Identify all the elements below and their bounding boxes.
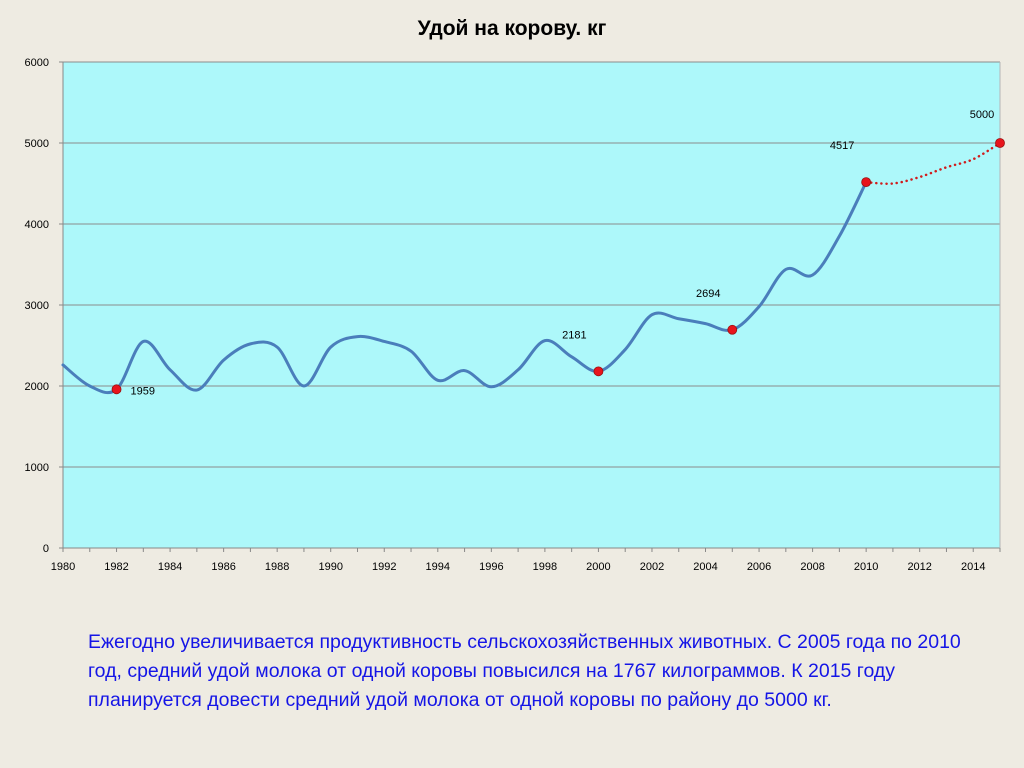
data-label: 5000	[970, 109, 994, 121]
data-point-marker	[593, 366, 604, 377]
x-tick-label: 1982	[104, 561, 128, 573]
x-tick-label: 2010	[854, 561, 878, 573]
y-tick-label: 4000	[25, 219, 49, 231]
grid-lines	[63, 61, 1000, 468]
axes: 0 1000 2000 3000 4000 5000 6000 1980 1982 1984 198…	[25, 57, 1001, 573]
y-tick-label: 3000	[25, 300, 49, 312]
data-point-marker	[861, 177, 872, 188]
x-tick-label: 1994	[426, 561, 450, 573]
y-tick-label: 0	[43, 543, 49, 555]
x-tick-label: 2002	[640, 561, 664, 573]
data-point-marker	[727, 324, 738, 335]
forecast-line	[864, 141, 1002, 185]
data-point-marker	[111, 384, 122, 395]
x-tick-label: 2014	[961, 561, 985, 573]
data-point-marker	[995, 138, 1005, 148]
x-tick-label: 1988	[265, 561, 289, 573]
x-tick-label: 1998	[533, 561, 557, 573]
data-label: 1959	[131, 385, 155, 397]
x-tick-label: 2004	[693, 561, 717, 573]
x-tick-label: 1996	[479, 561, 503, 573]
chart-title: Удой на корову. кг	[418, 17, 607, 40]
y-tick-label: 1000	[25, 462, 49, 474]
x-tick-label: 1990	[318, 561, 342, 573]
x-tick-label: 1986	[211, 561, 235, 573]
caption-text: Ежегодно увеличивается продуктивность се…	[88, 631, 961, 711]
y-tick-label: 6000	[25, 57, 49, 69]
data-labels: 1959 2181 2694 4517 5000	[131, 109, 995, 397]
x-tick-label: 2012	[907, 561, 931, 573]
x-tick-label: 1980	[51, 561, 75, 573]
data-label: 4517	[830, 140, 854, 152]
data-label: 2181	[562, 329, 586, 341]
milk-yield-chart: Удой на корову. кг 0 1000 2000 3000 4000 5000…	[25, 17, 1005, 573]
x-tick-label: 2006	[747, 561, 771, 573]
y-tick-label: 2000	[25, 381, 49, 393]
x-tick-label: 1992	[372, 561, 396, 573]
data-label: 2694	[696, 288, 720, 300]
x-tick-label: 2008	[800, 561, 824, 573]
y-tick-label: 5000	[25, 138, 49, 150]
data-markers	[111, 138, 1005, 395]
x-tick-label: 1984	[158, 561, 182, 573]
x-tick-label: 2000	[586, 561, 610, 573]
